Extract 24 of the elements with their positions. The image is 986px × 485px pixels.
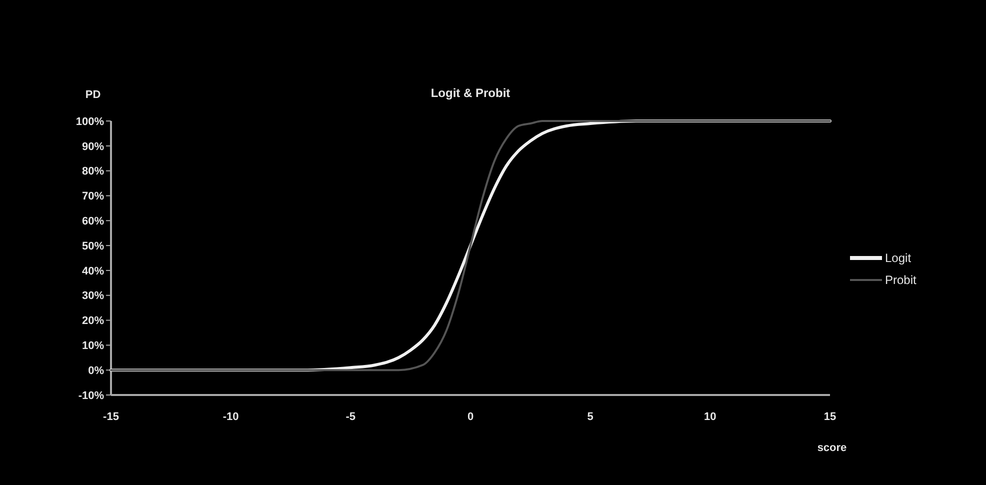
- chart-title: Logit & Probit: [430, 86, 510, 100]
- x-tick-label: -10: [222, 411, 239, 423]
- y-tick-label: -10%: [78, 390, 104, 402]
- x-tick-label: -15: [103, 411, 119, 423]
- x-axis-title: score: [817, 442, 847, 454]
- legend-label: Probit: [885, 273, 918, 288]
- x-tick-label: -5: [346, 411, 356, 423]
- y-axis-title: PD: [85, 89, 101, 101]
- y-tick-label: 20%: [82, 315, 104, 328]
- y-tick-label: 70%: [82, 190, 104, 203]
- legend-label: Logit: [885, 251, 912, 266]
- y-tick-label: 90%: [82, 140, 104, 153]
- y-tick-label: 40%: [82, 265, 104, 278]
- y-tick-label: 80%: [82, 166, 104, 178]
- y-tick-label: 100%: [76, 116, 104, 128]
- x-tick-label: 15: [824, 411, 836, 423]
- y-tick-label: 0%: [88, 364, 104, 377]
- y-tick-label: 10%: [82, 340, 104, 352]
- y-tick-label: 60%: [82, 215, 104, 228]
- x-tick-label: 10: [704, 411, 716, 423]
- y-tick-label: 50%: [82, 240, 104, 252]
- x-tick-label: 5: [587, 411, 594, 423]
- x-tick-label: 0: [467, 411, 474, 423]
- y-tick-label: 30%: [82, 290, 104, 302]
